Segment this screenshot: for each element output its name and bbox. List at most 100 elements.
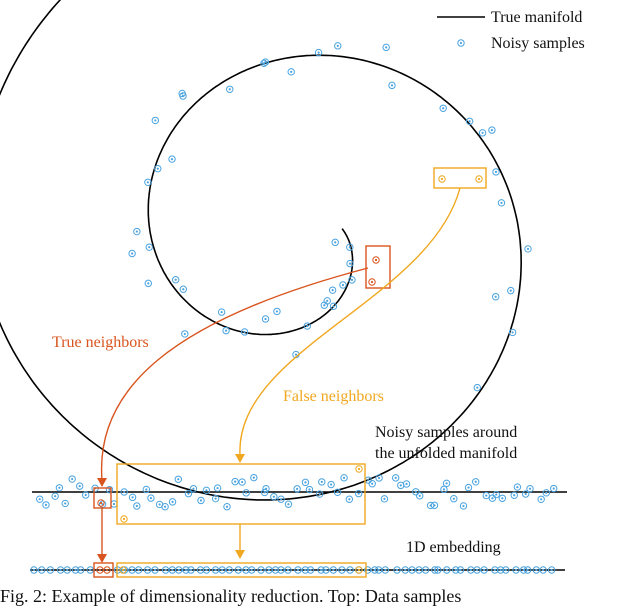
noisy-sample xyxy=(320,301,329,309)
embedding-sample xyxy=(317,566,325,574)
embedding-sample xyxy=(37,566,46,574)
noisy-sample xyxy=(179,285,187,293)
noisy-sample xyxy=(331,238,339,247)
noisy-sample xyxy=(151,116,160,125)
noisy-sample xyxy=(450,495,458,503)
noisy-sample xyxy=(76,482,84,490)
noisy-sample xyxy=(128,493,137,502)
noisy-sample xyxy=(168,155,176,163)
noisy-sample xyxy=(537,495,545,503)
noisy-sample xyxy=(329,302,338,311)
embedding-sample xyxy=(456,566,465,574)
false-neighbors-label: False neighbors xyxy=(283,388,384,405)
embedding-sample xyxy=(496,566,505,574)
noisy-sample xyxy=(55,484,64,492)
false-neighbors-arrowhead xyxy=(235,454,245,463)
noisy-sample xyxy=(508,328,517,337)
noisy-sample xyxy=(510,491,518,499)
noisy-sample xyxy=(61,499,69,508)
embedding-sample xyxy=(480,566,488,574)
false-neighbor-sample xyxy=(355,465,363,473)
noisy-sample xyxy=(222,326,230,335)
figure-caption: Fig. 2: Example of dimensionality reduct… xyxy=(0,586,462,606)
false-neighbor-sample xyxy=(438,175,446,183)
noisy-sample xyxy=(42,501,50,509)
noisy-sample xyxy=(526,485,534,493)
legend-line-label: True manifold xyxy=(491,9,582,26)
noisy-sample xyxy=(145,243,153,251)
embedding-sample xyxy=(242,566,250,574)
noisy-sample xyxy=(284,500,293,508)
embedding-sample xyxy=(491,566,499,574)
embedding-label: 1D embedding xyxy=(406,539,501,556)
noisy-sample xyxy=(36,495,44,503)
noisy-sample xyxy=(375,474,383,482)
legend: True manifold Noisy samples xyxy=(437,9,585,52)
noisy-sample xyxy=(82,491,90,499)
embedding-sample xyxy=(187,566,195,574)
noisy-sample xyxy=(345,495,354,503)
noisy-sample xyxy=(120,488,128,496)
embedding-sample xyxy=(408,566,416,574)
noisy-sample xyxy=(513,483,522,491)
noisy-sample xyxy=(261,315,270,323)
noisy-sample xyxy=(144,279,152,288)
noisy-sample xyxy=(181,330,189,338)
embedding-sample xyxy=(301,566,309,574)
noisy-sample xyxy=(498,494,507,502)
noisy-sample xyxy=(488,494,497,502)
noisy-sample xyxy=(273,307,281,316)
true-neighbors-label: True neighbors xyxy=(52,334,149,351)
noisy-sample xyxy=(412,488,420,496)
noisy-sample xyxy=(459,502,468,510)
noisy-sample xyxy=(327,480,335,489)
embedding-sample xyxy=(434,566,442,574)
noisy-sample xyxy=(346,243,354,251)
noisy-sample xyxy=(492,168,500,176)
noisy-sample xyxy=(339,281,347,289)
unfolded-label-line2: the unfolded manifold xyxy=(375,445,517,462)
false-neighbors-arrow xyxy=(239,187,461,456)
noisy-sample xyxy=(184,489,193,498)
noisy-sample xyxy=(213,484,222,492)
embedding-sample xyxy=(502,566,510,574)
embedding-sample xyxy=(523,566,532,574)
embedding-sample xyxy=(247,566,256,574)
noisy-sample xyxy=(465,117,474,125)
noisy-sample xyxy=(178,89,186,98)
noisy-sample xyxy=(497,199,506,207)
spiral-noisy-samples xyxy=(128,42,532,392)
noisy-sample xyxy=(110,500,118,508)
noisy-sample xyxy=(388,81,396,90)
embedding-sample xyxy=(306,566,315,574)
embedding-sample xyxy=(443,566,451,574)
noisy-sample xyxy=(550,484,558,493)
noisy-sample xyxy=(492,490,500,499)
false-neighbor-sample xyxy=(355,566,363,574)
noisy-sample xyxy=(507,286,515,295)
noisy-sample xyxy=(348,276,356,284)
embedding-sample xyxy=(143,566,152,574)
noisy-sample xyxy=(305,485,314,494)
embedding-sample xyxy=(76,566,85,574)
embedding-sample xyxy=(257,566,265,574)
embedding-sample xyxy=(30,566,38,574)
true-neighbor-sample xyxy=(96,566,104,574)
embedding-sample xyxy=(182,566,190,574)
noisy-sample xyxy=(303,322,312,330)
noisy-sample xyxy=(287,68,295,76)
embedding-sample xyxy=(46,566,55,574)
embedding-sample xyxy=(346,566,354,574)
noisy-sample xyxy=(392,474,400,482)
noisy-sample xyxy=(382,43,390,52)
noisy-sample xyxy=(440,485,448,494)
true-neighbors-arrowhead xyxy=(97,478,107,487)
embedding-sample xyxy=(225,566,234,574)
embedding-sample xyxy=(151,566,159,574)
embedding-sample xyxy=(381,566,390,574)
embedding-sample xyxy=(512,566,520,574)
true-manifold-spiral xyxy=(0,0,523,501)
true-neighbors-arrow xyxy=(100,267,369,481)
embedding-sample xyxy=(539,566,547,574)
noisy-sample xyxy=(439,104,447,112)
